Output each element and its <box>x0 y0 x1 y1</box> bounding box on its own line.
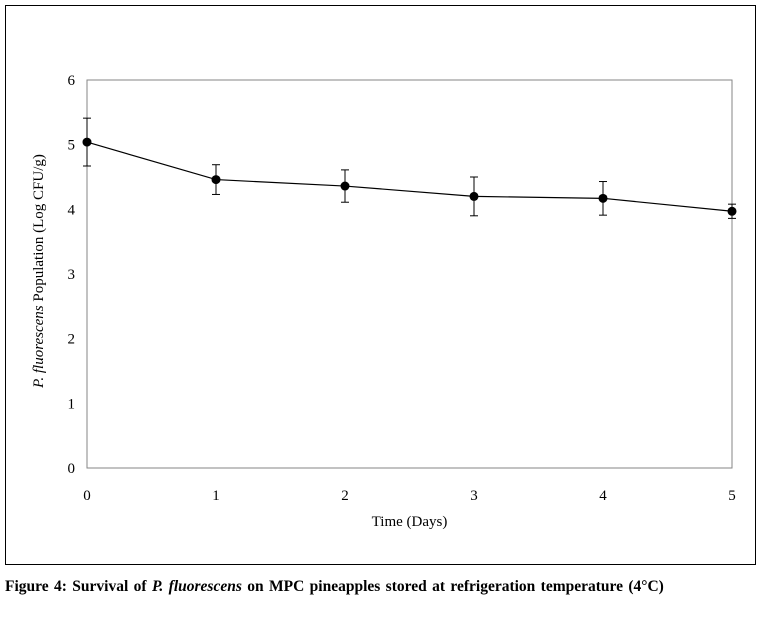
caption-italic: P. fluorescens <box>151 578 242 595</box>
series-line <box>86 141 733 212</box>
x-tick-label: 1 <box>212 488 220 504</box>
data-point <box>598 193 608 203</box>
x-axis-ticks: 0 1 2 3 4 5 <box>83 488 736 504</box>
y-tick-label: 4 <box>68 202 76 218</box>
data-point <box>82 137 92 147</box>
x-tick-label: 5 <box>728 488 736 504</box>
figure-caption: Figure 4: Survival of P. fluorescens on … <box>5 572 750 602</box>
y-axis-ticks: 0 1 2 3 4 5 6 <box>68 73 76 477</box>
chart: 0 1 2 3 4 5 6 0 1 2 3 4 5 Time (Days) P. fluorescen… <box>31 73 737 530</box>
y-axis-label: P. fluorescens Population (Log CFU/g) <box>31 154 47 389</box>
x-tick-label: 3 <box>470 488 478 504</box>
chart-frame <box>5 5 756 565</box>
y-tick-label: 5 <box>68 138 76 154</box>
data-point <box>727 206 737 216</box>
x-tick-label: 4 <box>599 488 607 504</box>
caption-suffix: on MPC pineapples stored at refrigeratio… <box>241 578 664 595</box>
data-point <box>340 181 350 191</box>
y-tick-label: 1 <box>68 396 76 412</box>
x-tick-label: 2 <box>341 488 349 504</box>
y-tick-label: 0 <box>68 461 76 477</box>
error-bars <box>83 117 736 219</box>
data-point <box>211 175 221 185</box>
y-tick-label: 6 <box>68 73 76 89</box>
caption-prefix: Figure 4: Survival of <box>5 578 152 595</box>
plot-border <box>86 79 733 469</box>
data-points <box>82 137 737 216</box>
plot-area <box>86 79 733 469</box>
x-tick-label: 0 <box>83 488 91 504</box>
x-axis-label: Time (Days) <box>372 514 448 530</box>
y-tick-label: 2 <box>68 332 76 348</box>
data-point <box>469 191 479 201</box>
y-axis-label-rest: Population (Log CFU/g) <box>31 154 47 305</box>
y-tick-label: 3 <box>68 267 76 283</box>
y-axis-label-italic: P. fluorescens <box>31 305 47 389</box>
